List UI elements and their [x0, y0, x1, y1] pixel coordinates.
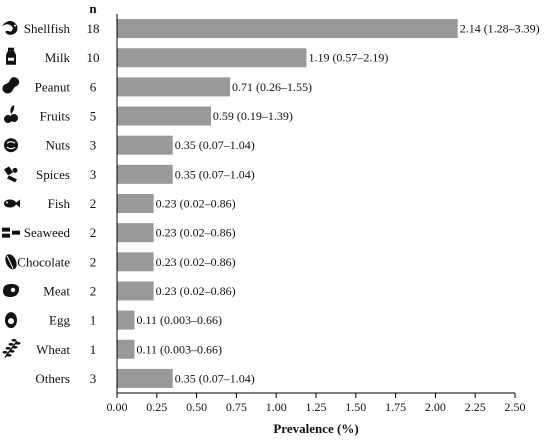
- n-count-label: 3: [90, 371, 97, 386]
- bar-value-label: 0.59 (0.19–1.39): [213, 109, 293, 123]
- bar-row-egg: Egg 1 0.11 (0.003–0.66): [5, 310, 223, 330]
- bar-value-label: 0.23 (0.02–0.86): [156, 284, 236, 298]
- cacao-icon: [5, 254, 17, 270]
- category-label: Nuts: [45, 138, 70, 153]
- category-label: Fish: [48, 196, 71, 211]
- bar-row-seaweed: Seaweed 2 0.23 (0.02–0.86): [2, 223, 236, 243]
- bar: [117, 281, 154, 301]
- bar-row-chocolate: Chocolate 2 0.23 (0.02–0.86): [5, 252, 236, 272]
- bar: [117, 252, 154, 272]
- bar-row-fruits: Fruits 5 0.59 (0.19–1.39): [4, 105, 293, 126]
- x-tick-label: 2.50: [505, 400, 526, 414]
- x-tick-label: 0.25: [146, 400, 167, 414]
- bar-row-meat: Meat 2 0.23 (0.02–0.86): [3, 281, 236, 301]
- bar-row-wheat: Wheat 1 0.11 (0.003–0.66): [2, 338, 223, 359]
- category-label: Others: [35, 371, 70, 386]
- x-tick-label: 0.00: [107, 400, 128, 414]
- fish-icon: [4, 199, 20, 208]
- bar-value-label: 2.14 (1.28–3.39): [460, 22, 540, 36]
- n-count-label: 2: [90, 254, 97, 269]
- bar-rows: Shellfish 18 2.14 (1.28–3.39) Milk 10 1.19 (0…: [2, 19, 540, 388]
- egg-icon: [5, 312, 17, 329]
- x-tick-label: 2.00: [425, 400, 446, 414]
- seaweed-icon: [2, 227, 20, 238]
- bar-row-peanut: Peanut 6 0.71 (0.26–1.55): [2, 77, 312, 97]
- bar: [117, 135, 173, 155]
- bar-row-milk: Milk 10 1.19 (0.57–2.19): [6, 47, 388, 68]
- bar: [117, 106, 211, 126]
- n-count-label: 18: [87, 21, 100, 36]
- n-count-label: 1: [90, 313, 97, 328]
- n-column-header: n: [89, 1, 97, 16]
- bar-value-label: 1.19 (0.57–2.19): [308, 51, 388, 65]
- n-count-label: 2: [90, 283, 97, 298]
- bar-value-label: 0.35 (0.07–1.04): [175, 167, 255, 181]
- bar-value-label: 0.35 (0.07–1.04): [175, 138, 255, 152]
- n-count-label: 3: [90, 138, 97, 153]
- x-tick-label: 1.25: [306, 400, 327, 414]
- peanut-icon: [2, 77, 20, 94]
- spices-icon: [4, 166, 18, 183]
- n-count-label: 5: [90, 109, 97, 124]
- x-tick-label: 2.25: [465, 400, 486, 414]
- bar: [117, 19, 458, 39]
- x-axis-title: Prevalence (%): [273, 421, 358, 436]
- bar-row-others: Others 3 0.35 (0.07–1.04): [35, 368, 255, 388]
- bar-row-nuts: Nuts 3 0.35 (0.07–1.04): [4, 135, 255, 155]
- bar: [117, 368, 173, 388]
- x-tick-label: 0.50: [186, 400, 207, 414]
- bar-row-shellfish: Shellfish 18 2.14 (1.28–3.39): [2, 19, 540, 39]
- category-label: Chocolate: [17, 254, 70, 269]
- x-tick-label: 1.50: [345, 400, 366, 414]
- bar-value-label: 0.71 (0.26–1.55): [232, 80, 312, 94]
- bar-value-label: 0.11 (0.003–0.66): [137, 313, 223, 327]
- bar: [117, 310, 135, 330]
- steak-icon: [3, 283, 20, 297]
- category-label: Spices: [36, 167, 70, 182]
- wheat-icon: [2, 338, 21, 358]
- category-label: Fruits: [40, 109, 70, 124]
- shrimp-icon: [2, 21, 18, 35]
- fruits-icon: [4, 105, 18, 124]
- n-count-label: 3: [90, 167, 97, 182]
- x-tick-label: 0.75: [226, 400, 247, 414]
- bar: [117, 77, 231, 97]
- n-count-label: 1: [90, 342, 97, 357]
- bar: [117, 339, 135, 359]
- x-tick-label: 1.00: [266, 400, 287, 414]
- n-count-label: 10: [87, 50, 100, 65]
- nuts-icon: [4, 138, 18, 153]
- category-label: Shellfish: [24, 21, 71, 36]
- n-count-label: 2: [90, 225, 97, 240]
- bar-value-label: 0.35 (0.07–1.04): [175, 371, 255, 385]
- milk-carton-icon: [6, 47, 16, 65]
- bar: [117, 164, 173, 184]
- category-label: Seaweed: [24, 225, 71, 240]
- bar-value-label: 0.23 (0.02–0.86): [156, 226, 236, 240]
- n-count-label: 6: [90, 79, 97, 94]
- category-label: Peanut: [35, 79, 71, 94]
- category-label: Meat: [43, 283, 70, 298]
- x-axis-ticks: 0.00 0.25 0.50 0.75 1.00 1.25 1.50 1.75 2.00 2.25…: [107, 393, 526, 414]
- bar: [117, 194, 154, 213]
- x-tick-label: 1.75: [385, 400, 406, 414]
- bar-value-label: 0.23 (0.02–0.86): [156, 255, 236, 269]
- bar: [117, 48, 307, 68]
- bar-value-label: 0.11 (0.003–0.66): [137, 342, 223, 356]
- bar-row-spices: Spices 3 0.35 (0.07–1.04): [4, 164, 255, 184]
- bar: [117, 223, 154, 243]
- category-label: Wheat: [36, 342, 70, 357]
- category-label: Milk: [45, 50, 71, 65]
- bar-row-fish: Fish 2 0.23 (0.02–0.86): [4, 194, 236, 213]
- category-label: Egg: [49, 313, 70, 328]
- n-count-label: 2: [90, 196, 97, 211]
- bar-value-label: 0.23 (0.02–0.86): [156, 197, 236, 211]
